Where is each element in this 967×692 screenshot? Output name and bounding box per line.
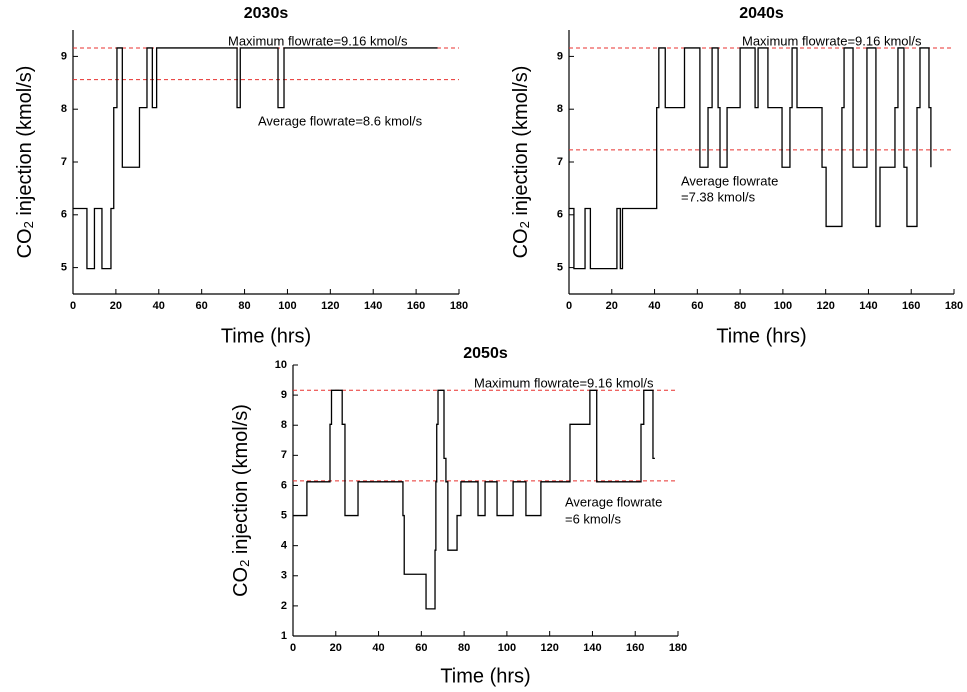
x-tick-label: 60: [415, 642, 427, 654]
data-line: [569, 47, 932, 270]
annotation: =7.38 kmol/s: [681, 189, 756, 204]
y-tick-label: 7: [61, 156, 67, 168]
x-tick-label: 100: [774, 300, 792, 312]
y-axis-label: CO2 injection (kmol/s): [230, 404, 252, 597]
data-line: [73, 47, 438, 270]
x-tick-label: 20: [330, 642, 342, 654]
x-tick-label: 40: [153, 300, 165, 312]
annotation: =6 kmol/s: [565, 511, 621, 526]
x-axis-label: Time (hrs): [716, 325, 806, 347]
x-tick-label: 140: [364, 300, 382, 312]
y-tick-label: 6: [557, 209, 563, 221]
y-tick-label: 8: [61, 103, 67, 115]
x-tick-label: 100: [278, 300, 296, 312]
x-tick-label: 0: [566, 300, 572, 312]
y-tick-label: 1: [281, 630, 287, 642]
annotation: Average flowrate: [681, 173, 778, 188]
y-tick-label: 3: [281, 570, 287, 582]
x-tick-label: 140: [583, 642, 601, 654]
x-axis-label: Time (hrs): [221, 325, 311, 347]
y-tick-label: 5: [557, 262, 563, 274]
x-tick-label: 180: [450, 300, 468, 312]
x-tick-label: 100: [498, 642, 516, 654]
chart-title: 2050s: [463, 345, 508, 362]
y-tick-label: 9: [557, 50, 563, 62]
y-tick-label: 7: [557, 156, 563, 168]
y-axis-label-part: CO: [14, 228, 36, 258]
x-tick-label: 80: [238, 300, 250, 312]
chart-title: 2040s: [739, 5, 784, 22]
y-tick-label: 9: [61, 50, 67, 62]
x-axis-label: Time (hrs): [440, 665, 530, 687]
x-tick-label: 120: [816, 300, 834, 312]
x-tick-label: 20: [606, 300, 618, 312]
data-line: [293, 389, 655, 610]
x-tick-label: 120: [321, 300, 339, 312]
x-tick-label: 80: [458, 642, 470, 654]
y-tick-label: 6: [61, 209, 67, 221]
y-axis-label-part: injection (kmol/s): [510, 66, 532, 222]
y-axis-label-part: 2: [21, 221, 36, 228]
x-tick-label: 20: [110, 300, 122, 312]
annotation: Maximum flowrate=9.16 kmol/s: [474, 375, 654, 390]
y-axis-label: CO2 injection (kmol/s): [510, 66, 532, 259]
x-tick-label: 40: [372, 642, 384, 654]
annotation: Maximum flowrate=9.16 kmol/s: [228, 33, 408, 48]
x-tick-label: 60: [691, 300, 703, 312]
y-axis-label-part: CO: [510, 228, 532, 258]
x-tick-label: 140: [859, 300, 877, 312]
y-tick-label: 7: [281, 449, 287, 461]
y-axis-label-part: CO: [230, 567, 252, 597]
y-axis-label-part: injection (kmol/s): [230, 404, 252, 560]
y-tick-label: 4: [281, 540, 288, 552]
y-axis-label-part: 2: [237, 560, 252, 567]
x-tick-label: 80: [734, 300, 746, 312]
y-tick-label: 8: [281, 419, 287, 431]
y-tick-label: 9: [281, 389, 287, 401]
x-tick-label: 0: [70, 300, 76, 312]
y-axis-label-part: 2: [517, 221, 532, 228]
x-tick-label: 160: [407, 300, 425, 312]
x-tick-label: 0: [290, 642, 296, 654]
x-tick-label: 40: [648, 300, 660, 312]
x-tick-label: 60: [196, 300, 208, 312]
y-tick-label: 10: [275, 359, 287, 371]
x-tick-label: 160: [626, 642, 644, 654]
y-tick-label: 5: [281, 509, 287, 521]
x-tick-label: 120: [540, 642, 558, 654]
chart-title: 2030s: [244, 5, 289, 22]
y-tick-label: 6: [281, 479, 287, 491]
annotation: Average flowrate: [565, 494, 662, 509]
annotation: Maximum flowrate=9.16 kmol/s: [742, 33, 922, 48]
y-axis-label: CO2 injection (kmol/s): [14, 66, 36, 259]
y-tick-label: 8: [557, 103, 563, 115]
x-tick-label: 180: [945, 300, 963, 312]
x-tick-label: 160: [902, 300, 920, 312]
y-tick-label: 2: [281, 600, 287, 612]
y-axis-label-part: injection (kmol/s): [14, 66, 36, 222]
x-tick-label: 180: [669, 642, 687, 654]
y-tick-label: 5: [61, 262, 67, 274]
annotation: Average flowrate=8.6 kmol/s: [258, 113, 423, 128]
